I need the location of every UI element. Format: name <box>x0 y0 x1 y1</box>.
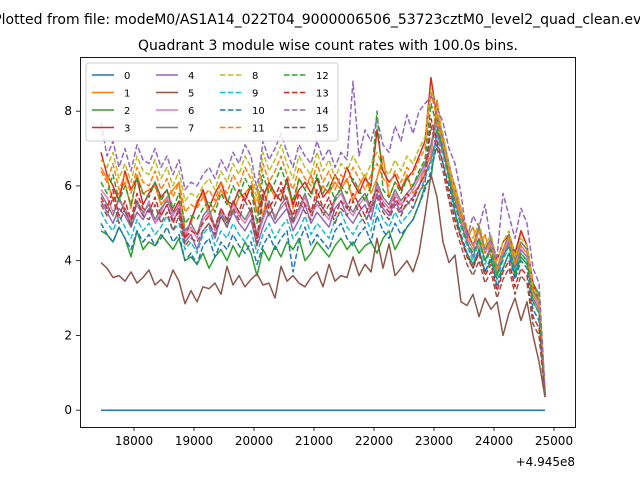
series-line-4 <box>100 132 546 396</box>
x-tick-label: 24000 <box>475 434 513 448</box>
series-line-10 <box>100 144 546 396</box>
series-line-11 <box>100 91 546 394</box>
plot-area <box>100 76 546 411</box>
legend-label-8: 8 <box>252 71 258 82</box>
x-axis: 18000 19000 20000 21000 22000 23000 24000 25000 <box>115 427 573 448</box>
legend-box <box>85 62 339 142</box>
y-tick-label: 6 <box>64 179 72 193</box>
x-tick-label: 25000 <box>535 434 573 448</box>
series-line-15 <box>100 125 546 398</box>
x-tick-label: 20000 <box>235 434 273 448</box>
y-tick-label: 4 <box>64 254 72 268</box>
legend-label-12: 12 <box>316 71 329 82</box>
series-line-12 <box>100 102 546 396</box>
y-tick-label: 0 <box>64 403 72 417</box>
series-line-9 <box>100 136 546 396</box>
y-axis: 0 2 4 6 8 <box>64 104 80 417</box>
series-line-7 <box>100 114 546 394</box>
x-tick-label: 23000 <box>415 434 453 448</box>
legend-label-2: 2 <box>124 106 130 117</box>
legend-label-11: 11 <box>252 124 265 135</box>
legend-label-1: 1 <box>124 89 130 100</box>
series-line-13 <box>100 117 546 398</box>
figure-suptitle: Plotted from file: modeM0/AS1A14_022T04_… <box>0 12 640 28</box>
legend-label-10: 10 <box>252 106 265 117</box>
legend-label-6: 6 <box>188 106 194 117</box>
y-tick-label: 8 <box>64 104 72 118</box>
x-tick-label: 19000 <box>175 434 213 448</box>
legend-label-0: 0 <box>124 71 130 82</box>
y-tick-label: 2 <box>64 328 72 342</box>
x-tick-label: 21000 <box>295 434 333 448</box>
legend-label-9: 9 <box>252 89 258 100</box>
series-line-6 <box>100 121 546 394</box>
series-line-14 <box>100 80 546 390</box>
axes-frame <box>80 57 576 428</box>
legend-label-5: 5 <box>188 89 194 100</box>
x-tick-label: 18000 <box>115 434 153 448</box>
legend-label-14: 14 <box>316 106 329 117</box>
legend-label-15: 15 <box>316 124 329 135</box>
series-line-5 <box>100 173 546 398</box>
legend-label-3: 3 <box>124 124 130 135</box>
x-tick-label: 22000 <box>355 434 393 448</box>
legend-label-13: 13 <box>316 89 329 100</box>
series-line-1 <box>100 99 546 392</box>
series-line-8 <box>100 88 546 392</box>
legend-label-4: 4 <box>188 71 194 82</box>
x-offset-label: +4.945e8 <box>516 455 575 469</box>
chart-title: Quadrant 3 module wise count rates with … <box>138 38 518 54</box>
series-line-2 <box>100 129 546 396</box>
legend-label-7: 7 <box>188 124 194 135</box>
